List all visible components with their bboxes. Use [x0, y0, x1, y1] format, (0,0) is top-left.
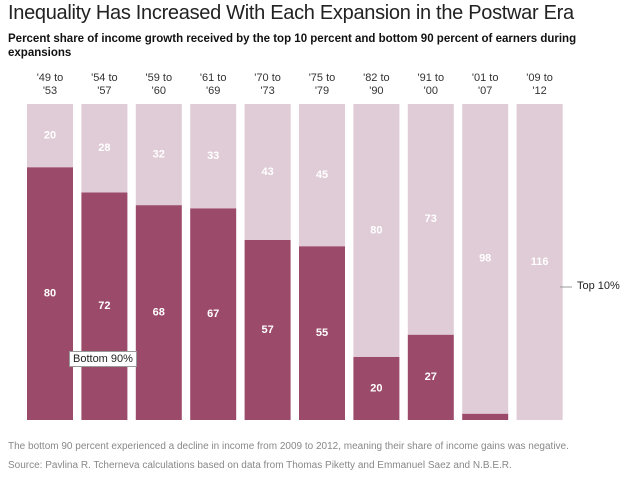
data-label: 27	[425, 371, 437, 383]
x-tick-label: '54 to '57	[91, 72, 118, 97]
data-label: 72	[98, 300, 110, 312]
bar-segment	[81, 192, 128, 420]
x-tick-label: '09 to '12	[526, 72, 553, 97]
bar-segment	[27, 104, 73, 168]
bar-segment	[299, 104, 345, 247]
x-tick-label: '82 to '90	[363, 72, 390, 97]
data-label: 68	[153, 306, 165, 318]
x-tick-label: '49 to '53	[36, 72, 64, 97]
bar-segment	[462, 413, 509, 420]
data-label: 67	[207, 308, 219, 320]
data-label: 45	[316, 169, 328, 181]
data-label: 20	[44, 130, 56, 142]
data-label: 57	[261, 324, 273, 336]
source: Source: Pavlina R. Tcherneva calculation…	[8, 460, 512, 471]
data-label: 73	[425, 213, 437, 225]
data-label: 55	[316, 327, 328, 339]
footnote: The bottom 90 percent experienced a decl…	[8, 441, 569, 452]
bar-segment	[299, 246, 345, 420]
data-label: 28	[98, 142, 110, 154]
bar-segment	[135, 104, 182, 206]
chart-subtitle: Percent share of income growth received …	[8, 33, 577, 59]
bar-segment	[244, 104, 291, 240]
data-label: 33	[207, 150, 219, 162]
x-tick-label: '91 to '00	[417, 72, 445, 97]
legend-label: Bottom 90%	[69, 351, 137, 367]
x-tick-label: '59 to '60	[145, 72, 173, 97]
bar-segment	[353, 356, 400, 420]
data-label: 116	[531, 256, 549, 268]
bar-segment	[27, 167, 73, 420]
bar-segment	[244, 239, 291, 420]
data-label: 98	[479, 253, 491, 265]
bar-segment	[462, 104, 509, 414]
data-label: 20	[370, 382, 382, 394]
bar-segment	[135, 205, 182, 420]
bar-segment	[81, 104, 128, 193]
x-tick-label: '01 to '07	[471, 72, 499, 97]
x-tick-label: '70 to '73	[254, 72, 281, 97]
data-label: 43	[261, 166, 273, 178]
bar-segment	[353, 104, 400, 357]
data-label: 80	[44, 288, 56, 300]
data-label: 80	[370, 224, 382, 236]
bar-segment	[190, 208, 237, 420]
bar-segment	[516, 104, 563, 420]
chart-title: Inequality Has Increased With Each Expan…	[8, 2, 574, 24]
bar-segment	[407, 104, 454, 335]
bar-segment	[407, 334, 454, 420]
x-tick-label: '75 to '79	[308, 72, 336, 97]
bar-segment	[190, 104, 237, 209]
x-tick-label: '61 to '69	[199, 72, 227, 97]
data-label: 32	[153, 148, 165, 160]
legend-label: Top 10%	[577, 280, 620, 292]
